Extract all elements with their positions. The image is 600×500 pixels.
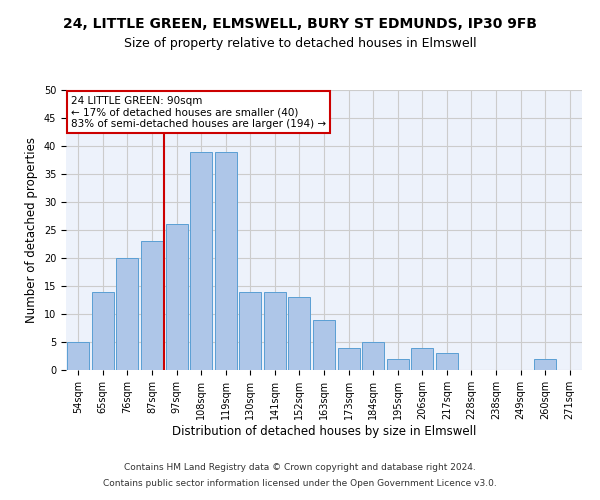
Bar [116, 258, 139, 370]
Bar [92, 292, 114, 370]
Bar [411, 348, 433, 370]
Bar [239, 292, 262, 370]
Text: 24, LITTLE GREEN, ELMSWELL, BURY ST EDMUNDS, IP30 9FB: 24, LITTLE GREEN, ELMSWELL, BURY ST EDMU… [63, 18, 537, 32]
Bar [289, 297, 310, 370]
Bar [264, 292, 286, 370]
Text: 24 LITTLE GREEN: 90sqm
← 17% of detached houses are smaller (40)
83% of semi-det: 24 LITTLE GREEN: 90sqm ← 17% of detached… [71, 96, 326, 129]
Text: Size of property relative to detached houses in Elmswell: Size of property relative to detached ho… [124, 38, 476, 51]
Bar [67, 342, 89, 370]
Bar [166, 224, 188, 370]
Bar [190, 152, 212, 370]
Text: Contains HM Land Registry data © Crown copyright and database right 2024.: Contains HM Land Registry data © Crown c… [124, 464, 476, 472]
Bar [436, 353, 458, 370]
Bar [386, 359, 409, 370]
Bar [534, 359, 556, 370]
Bar [141, 241, 163, 370]
X-axis label: Distribution of detached houses by size in Elmswell: Distribution of detached houses by size … [172, 424, 476, 438]
Text: Contains public sector information licensed under the Open Government Licence v3: Contains public sector information licen… [103, 478, 497, 488]
Bar [215, 152, 237, 370]
Bar [338, 348, 359, 370]
Bar [362, 342, 384, 370]
Y-axis label: Number of detached properties: Number of detached properties [25, 137, 38, 323]
Bar [313, 320, 335, 370]
